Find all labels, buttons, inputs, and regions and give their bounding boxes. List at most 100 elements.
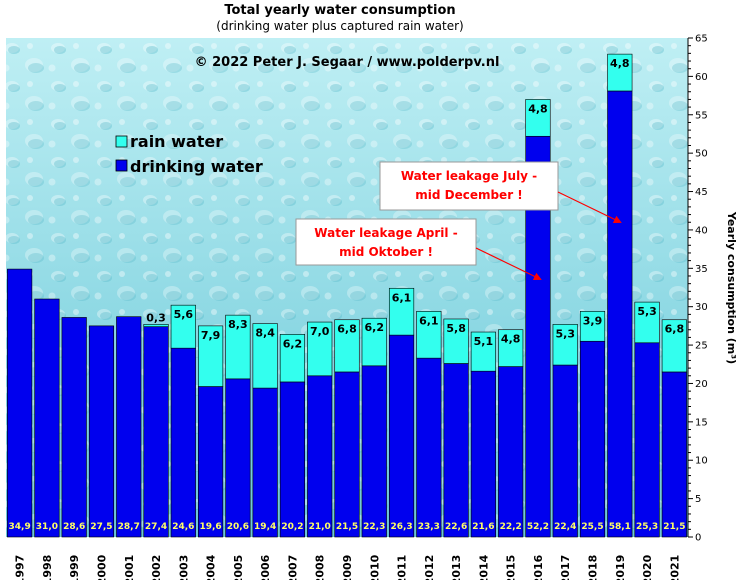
bar-drinking-water-1998 (34, 298, 60, 538)
bar-drinking-water-2013 (443, 363, 469, 538)
x-tick-2003: 2003 (177, 555, 190, 580)
bar-drinking-water-2012 (416, 357, 442, 538)
bar-drinking-water-2000 (88, 325, 115, 538)
annotation-arrow (557, 191, 622, 223)
y-tick-65: 65 (695, 34, 708, 45)
bar-drinking-water-2018 (579, 340, 606, 538)
label-drinking-water-2021: 21,5 (663, 522, 685, 532)
label-rain-water-2008: 7,0 (310, 325, 330, 338)
label-drinking-water-2020: 25,3 (636, 522, 658, 532)
data-labels-layer: 34,9 31,0 28,6 27,5 28,7 27,4 0,3 24,6 5,6 19,6 7,… (9, 57, 686, 532)
annotation-text: mid December ! (415, 188, 523, 202)
x-tick-2016: 2016 (532, 554, 545, 580)
label-rain-water-2021: 6,8 (665, 323, 685, 336)
bar-drinking-water-2011 (388, 334, 415, 538)
bar-rain-water-2021 (661, 319, 687, 373)
label-rain-water-2006: 8,4 (255, 327, 275, 340)
label-rain-water-2014: 5,1 (474, 335, 494, 348)
x-tick-2010: 2010 (368, 554, 381, 580)
y-tick-55: 55 (695, 110, 708, 121)
bar-rain-water-2010 (361, 317, 387, 367)
x-tick-2019: 2019 (614, 555, 627, 580)
bar-rain-water-2014 (470, 331, 496, 372)
bar-drinking-water-2014 (470, 370, 496, 538)
bar-drinking-water-1999 (61, 317, 87, 538)
legend: rain water drinking water (115, 132, 263, 176)
label-rain-water-2011: 6,1 (392, 291, 412, 304)
y-tick-5: 5 (695, 494, 701, 505)
annotation-text: Water leakage July - (401, 169, 537, 183)
annotation-2019: Water leakage July - mid December ! (379, 161, 622, 223)
label-drinking-water-2011: 26,3 (390, 522, 412, 532)
label-drinking-water-2016: 52,2 (527, 522, 549, 532)
label-drinking-water-1997: 34,9 (9, 522, 31, 532)
y-tick-45: 45 (695, 187, 708, 198)
x-tick-2000: 2000 (95, 554, 108, 580)
annotation-text: Water leakage April - (314, 226, 457, 240)
x-tick-2009: 2009 (341, 555, 354, 580)
label-drinking-water-2015: 22,2 (500, 522, 522, 532)
x-tick-2005: 2005 (232, 555, 245, 580)
bar-drinking-water-2007 (279, 381, 306, 538)
x-tick-2012: 2012 (423, 555, 436, 580)
label-drinking-water-2019: 58,1 (609, 522, 631, 532)
bar-rain-water-2018 (579, 310, 606, 342)
label-rain-water-2002: 0,3 (146, 311, 166, 324)
annotation-2016: Water leakage April - mid Oktober ! (295, 218, 542, 280)
bar-drinking-water-2004 (198, 386, 224, 538)
label-drinking-water-2017: 22,4 (554, 522, 576, 532)
bar-drinking-water-2019 (607, 90, 633, 538)
label-drinking-water-2003: 24,6 (172, 522, 194, 532)
annotation-arrow (475, 247, 542, 280)
label-drinking-water-2014: 21,6 (472, 522, 494, 532)
x-tick-2015: 2015 (505, 555, 518, 580)
y-tick-0: 0 (695, 533, 701, 544)
x-tick-2004: 2004 (205, 554, 218, 580)
bar-drinking-water-1997 (7, 268, 33, 538)
bar-rain-water-2016 (525, 99, 551, 137)
label-rain-water-2007: 6,2 (283, 337, 303, 350)
y-axis-label: Yearly consumption (m³) (725, 211, 738, 364)
x-tick-2007: 2007 (286, 555, 299, 580)
bar-rain-water-2019 (607, 53, 633, 92)
legend-label-drinking-water: drinking water (130, 157, 263, 176)
bar-rain-water-2008 (307, 321, 333, 377)
bar-rain-water-2017 (552, 324, 578, 366)
label-drinking-water-2007: 20,2 (281, 522, 303, 532)
label-drinking-water-2010: 22,3 (363, 522, 385, 532)
x-tick-2014: 2014 (477, 554, 490, 580)
label-rain-water-2012: 6,1 (419, 314, 439, 327)
label-rain-water-2015: 4,8 (501, 333, 521, 346)
bar-rain-water-2012 (416, 310, 442, 359)
label-rain-water-2010: 6,2 (365, 321, 385, 334)
annotation-box (295, 218, 477, 266)
bar-rain-water-2020 (634, 301, 660, 344)
label-drinking-water-2001: 28,7 (118, 522, 140, 532)
x-tick-2021: 2021 (668, 555, 681, 580)
label-drinking-water-2006: 19,4 (254, 522, 276, 532)
label-drinking-water-2012: 23,3 (418, 522, 440, 532)
bar-drinking-water-2003 (170, 347, 196, 538)
y-tick-60: 60 (695, 72, 708, 83)
x-tick-2008: 2008 (314, 555, 327, 580)
label-drinking-water-1999: 28,6 (63, 522, 85, 532)
label-rain-water-2019: 4,8 (610, 57, 630, 70)
label-rain-water-2017: 5,3 (555, 327, 575, 340)
bar-drinking-water-2002 (143, 326, 169, 538)
bar-drinking-water-2017 (552, 364, 578, 538)
bar-drinking-water-2008 (307, 375, 333, 538)
annotations-layer: Water leakage April -mid Oktober !Water … (295, 161, 622, 280)
x-tick-2018: 2018 (587, 555, 600, 580)
y-tick-35: 35 (695, 264, 708, 275)
bar-rain-water-2006 (252, 323, 278, 389)
bar-drinking-water-2021 (661, 371, 687, 538)
label-drinking-water-2008: 21,0 (309, 522, 331, 532)
label-rain-water-2018: 3,9 (583, 314, 603, 327)
label-drinking-water-2005: 20,6 (227, 522, 249, 532)
annotation-box (379, 161, 559, 211)
x-tick-1998: 1998 (41, 555, 54, 580)
bar-rain-water-2015 (498, 329, 524, 367)
label-rain-water-2005: 8,3 (228, 318, 248, 331)
label-drinking-water-2009: 21,5 (336, 522, 358, 532)
